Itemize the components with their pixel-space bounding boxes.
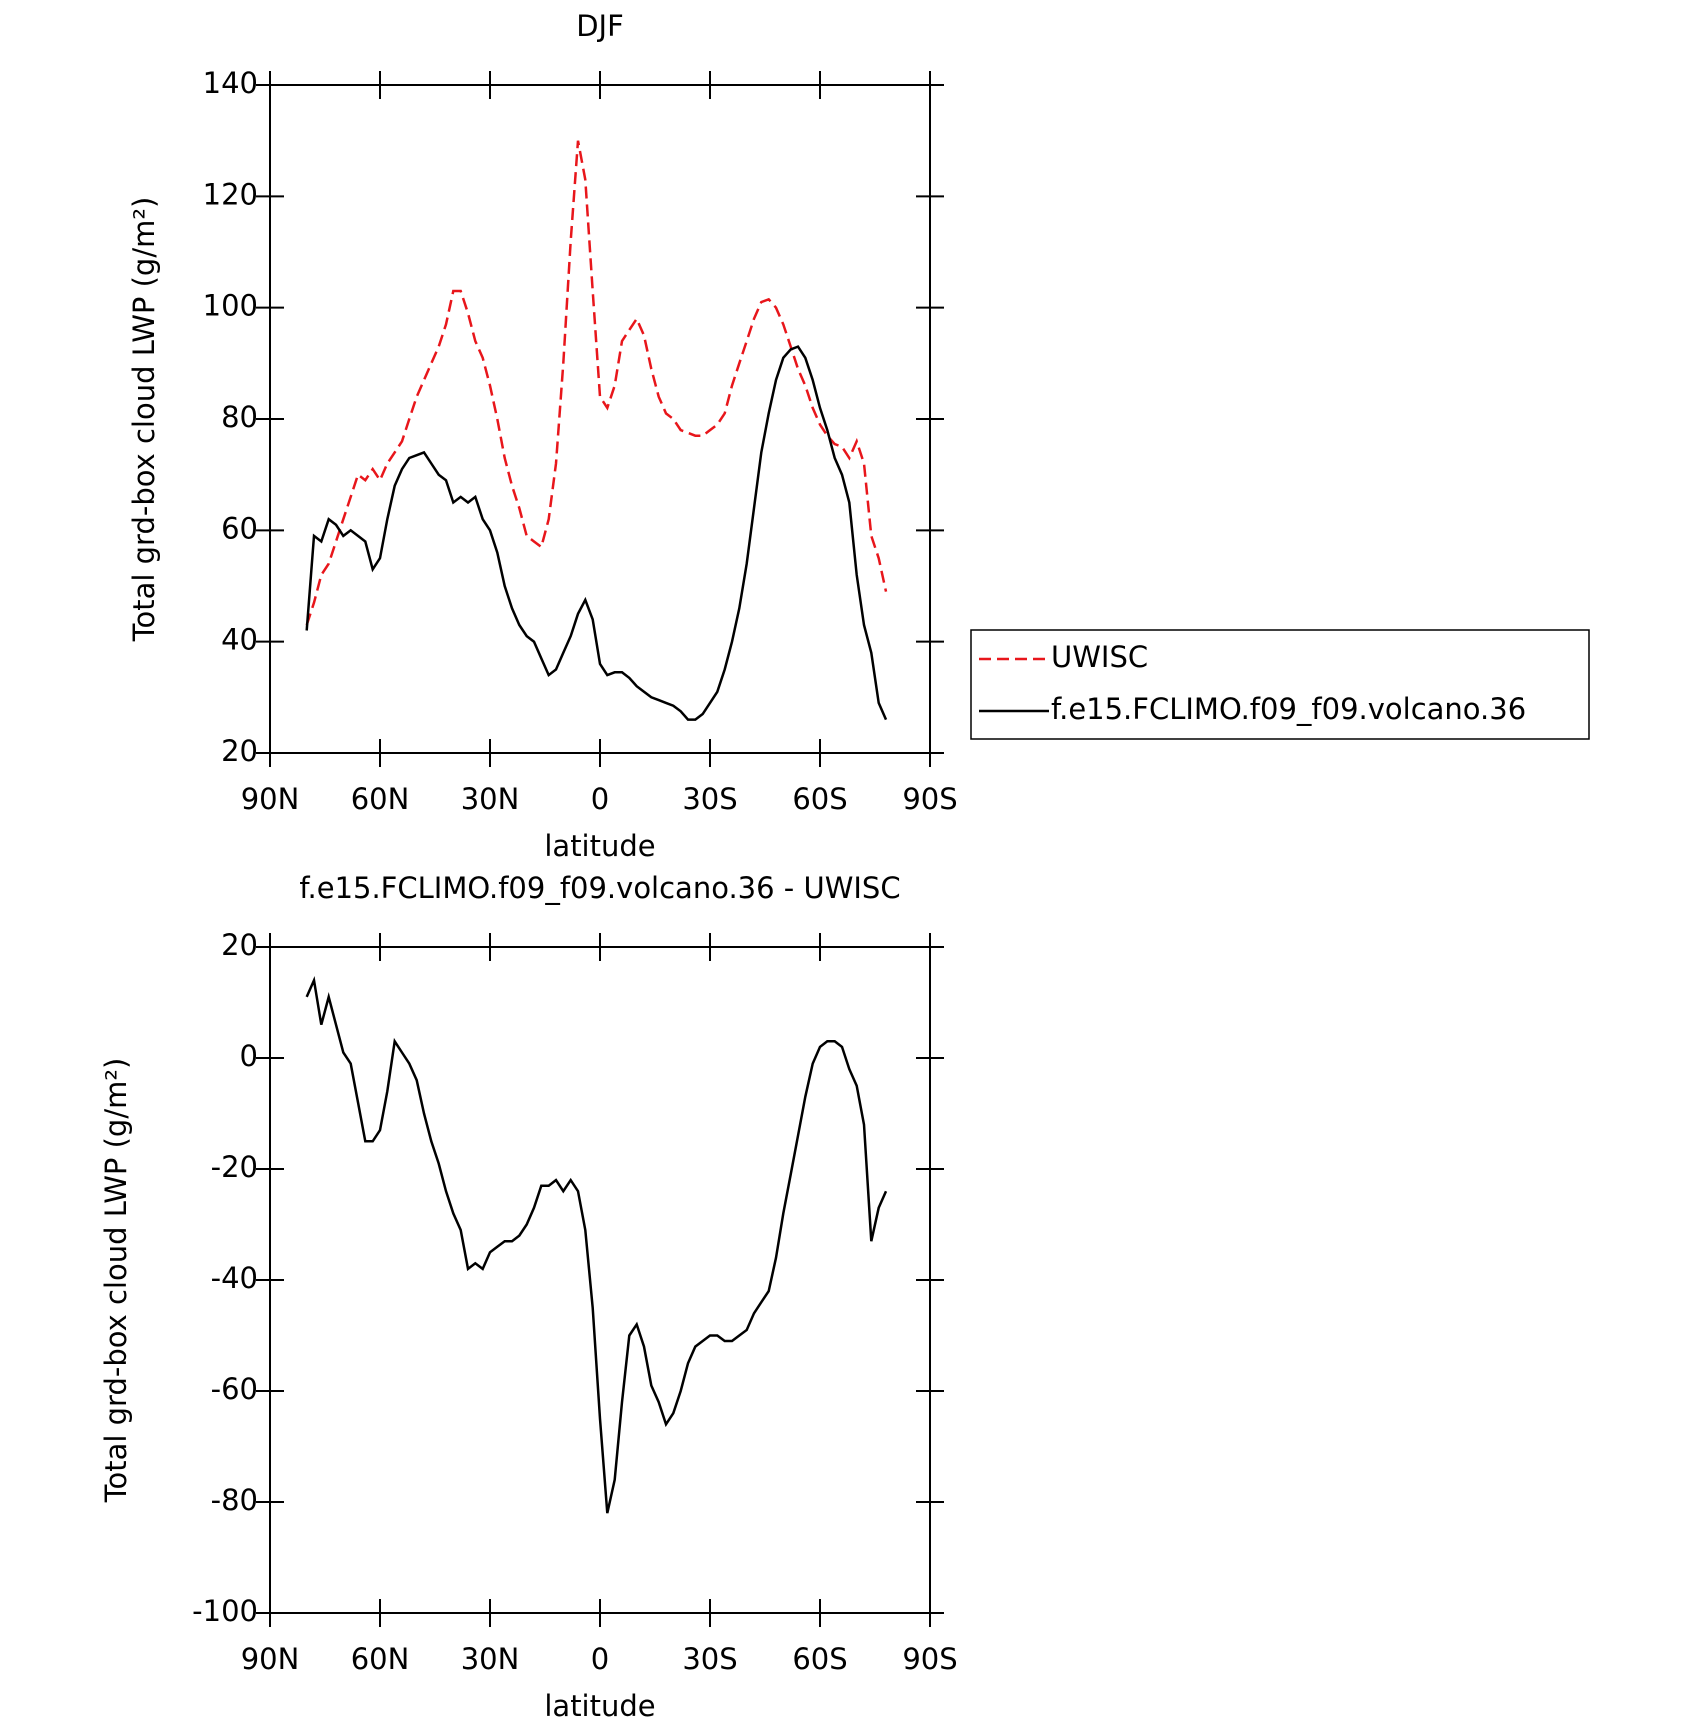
- x-tick-label: 0: [591, 1642, 609, 1676]
- x-axis-label: latitude: [544, 1689, 655, 1723]
- x-tick-label: 60S: [792, 782, 847, 816]
- y-tick-label: 20: [221, 734, 258, 768]
- x-tick-label: 30S: [682, 1642, 737, 1676]
- x-tick-label: 0: [591, 782, 609, 816]
- y-tick-label: 100: [203, 289, 258, 323]
- chart-title: DJF: [576, 9, 624, 43]
- legend-box: [970, 629, 1590, 740]
- y-tick-label: 120: [203, 177, 258, 211]
- x-tick-label: 30N: [461, 782, 520, 816]
- y-tick-label: -80: [211, 1483, 258, 1517]
- x-tick-label: 60S: [792, 1642, 847, 1676]
- x-tick-label: 30S: [682, 782, 737, 816]
- chart-title: f.e15.FCLIMO.f09_f09.volcano.36 - UWISC: [299, 871, 900, 905]
- y-tick-label: 140: [203, 66, 258, 100]
- y-axis-label: Total grd-box cloud LWP (g/m²): [127, 197, 161, 643]
- y-tick-label: -20: [211, 1150, 258, 1184]
- x-tick-label: 90S: [902, 1642, 957, 1676]
- y-tick-label: 0: [240, 1039, 258, 1073]
- y-tick-label: -60: [211, 1372, 258, 1406]
- x-tick-label: 60N: [351, 1642, 410, 1676]
- data-line: [305, 345, 888, 721]
- y-tick-label: -40: [211, 1261, 258, 1295]
- y-tick-label: 40: [221, 623, 258, 657]
- y-axis-label: Total grd-box cloud LWP (g/m²): [99, 1058, 133, 1504]
- x-axis-label: latitude: [544, 829, 655, 863]
- plot-frame: [269, 946, 931, 1614]
- x-tick-label: 30N: [461, 1642, 520, 1676]
- y-tick-label: -100: [192, 1594, 258, 1628]
- x-tick-label: 90N: [241, 1642, 300, 1676]
- x-tick-label: 90N: [241, 782, 300, 816]
- y-tick-label: 80: [221, 400, 258, 434]
- plot-frame: [269, 84, 931, 754]
- data-line: [305, 140, 888, 626]
- x-tick-label: 60N: [351, 782, 410, 816]
- legend-label: UWISC: [1051, 640, 1148, 674]
- y-tick-label: 60: [221, 511, 258, 545]
- legend-label: f.e15.FCLIMO.f09_f09.volcano.36: [1051, 692, 1526, 726]
- y-tick-label: 20: [221, 928, 258, 962]
- data-line: [305, 975, 888, 1514]
- x-tick-label: 90S: [902, 782, 957, 816]
